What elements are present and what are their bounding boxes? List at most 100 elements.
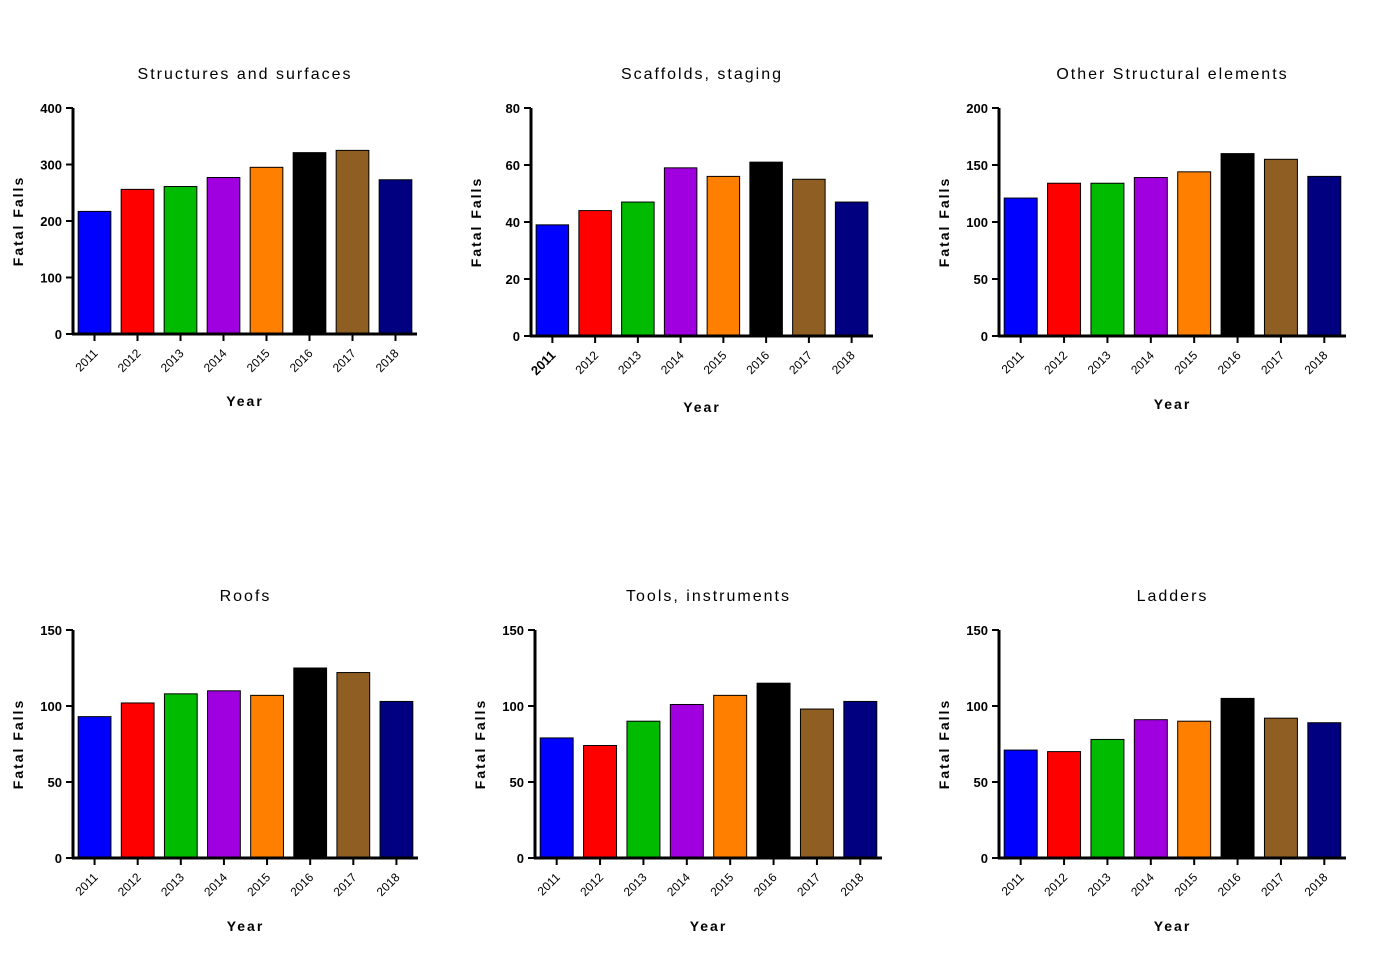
y-tick-label: 0: [55, 327, 62, 342]
bar-2012: [578, 210, 612, 337]
x-tick-label: 2015: [244, 346, 273, 375]
y-tick-label: 20: [506, 272, 520, 287]
y-tick-label: 80: [506, 101, 520, 116]
x-tick-label: 2015: [1172, 870, 1201, 899]
x-tick-label: 2018: [838, 870, 867, 899]
y-tick-label: 0: [55, 851, 62, 866]
x-axis-label: Year: [1154, 918, 1192, 934]
x-tick-label: 2016: [288, 870, 317, 899]
bar-2017: [336, 672, 371, 859]
chart-title: Ladders: [1137, 588, 1209, 605]
x-tick-label: 2015: [1172, 348, 1201, 377]
x-tick-label: 2017: [786, 348, 815, 377]
x-tick-label: 2011: [999, 348, 1027, 376]
x-tick-label: 2011: [73, 870, 101, 898]
chart-panel-1: Structures and surfaces Fatal Falls Year 0 1…: [10, 66, 417, 409]
y-tick-label: 400: [40, 101, 62, 116]
chart-panel-2: Scaffolds, staging Fatal Falls Year 0 20 40 60…: [468, 66, 873, 415]
x-tick-label: 2016: [1215, 348, 1244, 377]
y-axis-label: Fatal Falls: [472, 699, 488, 789]
bar-2014: [206, 176, 241, 335]
y-tick-label: 300: [40, 158, 62, 173]
x-axis-label: Year: [1154, 396, 1192, 412]
x-tick-label: 2018: [373, 346, 402, 375]
y-tick-label: 0: [981, 851, 988, 866]
y-tick-label: 100: [40, 699, 62, 714]
bar-2017: [1263, 717, 1298, 859]
bar-2015: [706, 175, 741, 337]
y-axis-label: Fatal Falls: [936, 177, 952, 267]
bar-2012: [120, 188, 155, 335]
y-tick-label: 150: [966, 158, 988, 173]
y-tick-label: 50: [510, 775, 524, 790]
bar-2013: [621, 201, 655, 337]
x-tick-label: 2012: [1041, 870, 1070, 899]
x-axis-label: Year: [227, 918, 265, 934]
bar-2017: [792, 178, 826, 337]
bar-2011: [535, 224, 570, 337]
x-tick-label: 2012: [572, 348, 601, 377]
chart-title: Roofs: [220, 588, 272, 605]
x-axis-label: Year: [226, 393, 264, 409]
x-tick-label: 2018: [1302, 348, 1331, 377]
y-axis-label: Fatal Falls: [10, 176, 26, 266]
y-tick-label: 50: [48, 775, 62, 790]
bar-2017: [799, 708, 834, 859]
bar-2013: [626, 720, 661, 859]
x-tick-label: 2014: [201, 346, 230, 375]
x-tick-label: 2017: [331, 870, 360, 899]
bar-2013: [163, 693, 198, 859]
x-tick-label: 2017: [1258, 870, 1287, 899]
x-tick-label: 2013: [158, 346, 187, 375]
y-tick-label: 150: [966, 623, 988, 638]
x-tick-label: 2015: [701, 348, 730, 377]
chart-panel-4: Roofs Fatal Falls Year 0 50 100 150 2011 2012 201…: [10, 588, 418, 934]
bar-2012: [1047, 182, 1082, 337]
x-tick-label: 2016: [1215, 870, 1244, 899]
y-tick-label: 100: [40, 271, 62, 286]
bar-2018: [1307, 722, 1342, 859]
bar-2015: [1177, 171, 1212, 337]
y-axis-label: Fatal Falls: [936, 699, 952, 789]
chart-title: Structures and surfaces: [138, 66, 353, 83]
x-tick-label: 2018: [829, 348, 858, 377]
chart-title: Other Structural elements: [1056, 66, 1288, 83]
bar-2015: [250, 694, 284, 859]
bar-2011: [1003, 749, 1038, 859]
x-tick-label: 2013: [621, 870, 650, 899]
bar-2017: [335, 149, 370, 335]
y-tick-label: 100: [502, 699, 524, 714]
bar-2011: [1003, 197, 1038, 337]
x-tick-label: 2014: [1128, 348, 1157, 377]
y-tick-label: 0: [517, 851, 524, 866]
bar-2016: [293, 667, 328, 859]
bar-2014: [669, 703, 704, 859]
chart-panel-6: Ladders Fatal Falls Year 0 50 100 150 2011 2012 2…: [936, 588, 1346, 934]
bar-2011: [539, 737, 574, 859]
bar-2018: [834, 201, 869, 337]
y-tick-label: 100: [966, 699, 988, 714]
x-tick-label: 2012: [115, 870, 144, 899]
x-tick-label: 2018: [374, 870, 403, 899]
x-tick-label: 2013: [615, 348, 644, 377]
x-tick-label: 2016: [751, 870, 780, 899]
bar-2017: [1263, 158, 1298, 337]
x-tick-label: 2015: [244, 870, 273, 899]
y-tick-label: 50: [974, 775, 988, 790]
bar-2013: [1090, 182, 1125, 337]
bar-2014: [1133, 177, 1168, 337]
x-axis-label: Year: [683, 399, 721, 415]
x-tick-label: 2017: [330, 346, 359, 375]
x-tick-label: 2012: [577, 870, 606, 899]
chart-panel-5: Tools, instruments Fatal Falls Year 0 50 100 1…: [472, 588, 882, 934]
bar-2018: [379, 700, 414, 859]
y-tick-label: 40: [506, 215, 520, 230]
bar-2011: [77, 716, 112, 859]
y-tick-label: 0: [981, 329, 988, 344]
x-tick-label: 2012: [115, 346, 144, 375]
x-tick-label: 2011: [535, 870, 563, 898]
bar-2016: [292, 152, 327, 335]
y-tick-label: 200: [966, 101, 988, 116]
x-tick-label: 2013: [1085, 870, 1114, 899]
y-tick-label: 0: [513, 329, 520, 344]
